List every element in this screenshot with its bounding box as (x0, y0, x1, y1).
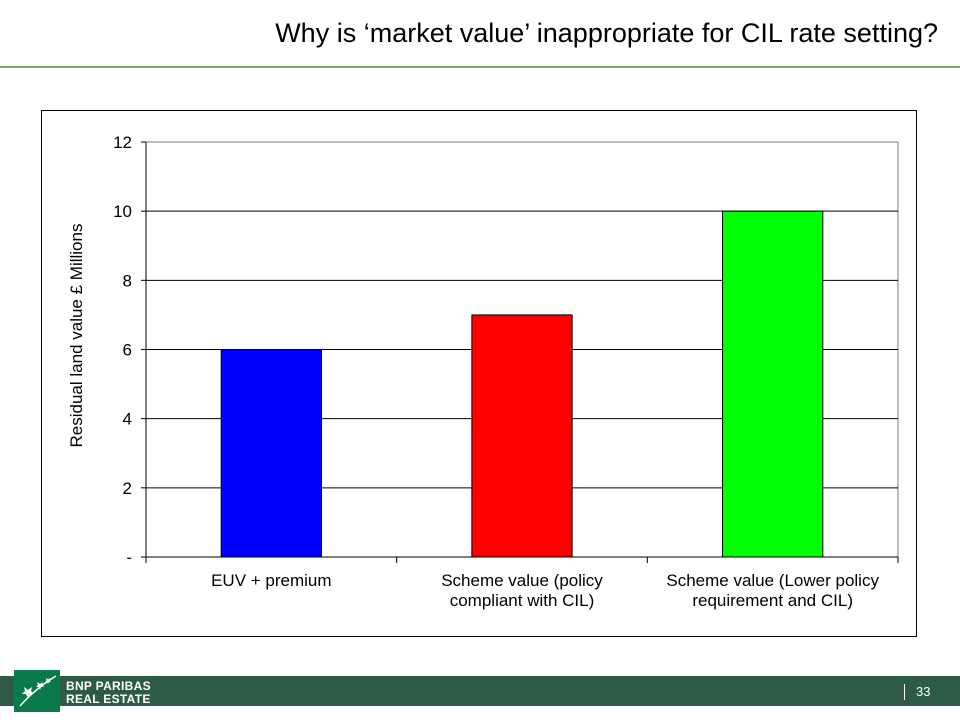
x-tick-label-line: Scheme value (policy (441, 571, 603, 590)
y-tick-label: 6 (123, 341, 132, 360)
slide-title: Why is ‘market value’ inappropriate for … (275, 18, 938, 48)
bnp-paribas-logo: BNP PARIBAS REAL ESTATE (14, 670, 182, 712)
stars-logo-icon (14, 670, 60, 712)
brand-line1: BNP PARIBAS (66, 679, 151, 693)
y-tick-label: 2 (123, 479, 132, 498)
y-tick-label: 12 (113, 133, 132, 152)
brand-text: BNP PARIBAS REAL ESTATE (66, 680, 151, 706)
title-divider (0, 66, 960, 68)
footer-bar (0, 676, 960, 706)
x-tick-label-line: requirement and CIL) (692, 591, 853, 610)
y-tick-label: 10 (113, 202, 132, 221)
bar-chart: - 2 4 6 8 10 12 EUV + premium Scheme value (poli… (67, 133, 899, 610)
x-tick-label-line: compliant with CIL) (450, 591, 595, 610)
y-tick-label: 8 (123, 271, 132, 290)
page-number-separator (904, 684, 905, 700)
y-axis-label: Residual land value £ Millions (67, 224, 86, 448)
x-tick-label: Scheme value (Lower policy requirement an… (666, 571, 879, 610)
bar (220, 349, 322, 558)
y-tick-label: 4 (123, 410, 132, 429)
bar (471, 314, 573, 558)
x-tick-label-line: Scheme value (Lower policy (666, 571, 879, 590)
bar (722, 210, 824, 558)
y-tick-label: - (126, 548, 132, 567)
page-number: 33 (916, 684, 931, 699)
brand-line2: REAL ESTATE (66, 692, 151, 706)
x-tick-label-line: EUV + premium (211, 571, 331, 590)
chart-frame: - 2 4 6 8 10 12 EUV + premium Scheme value (poli… (41, 110, 917, 637)
x-tick-label: EUV + premium (211, 571, 331, 590)
x-tick-label: Scheme value (policy compliant with CIL) (441, 571, 603, 610)
